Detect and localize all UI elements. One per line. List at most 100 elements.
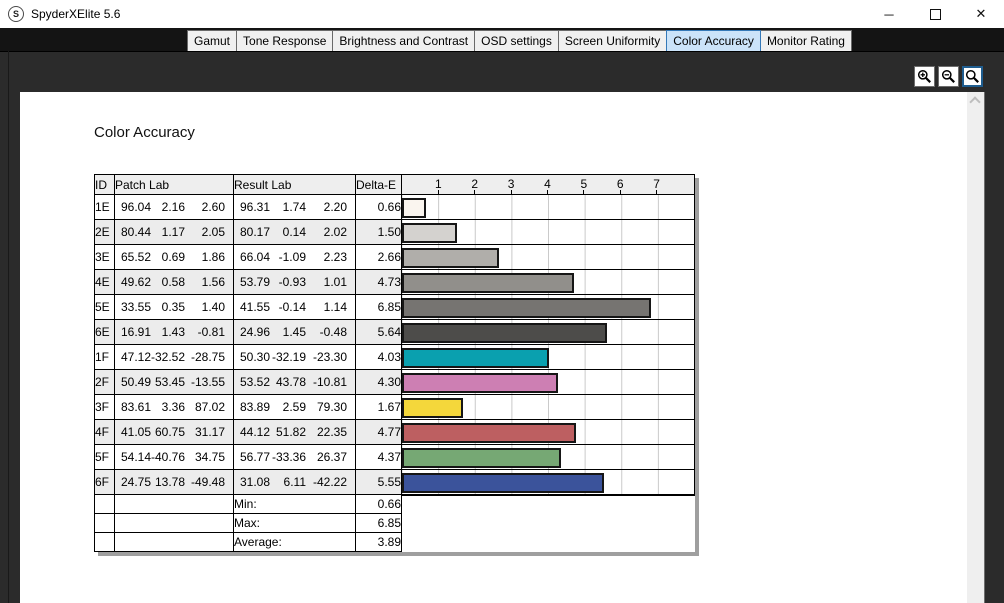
result-a: -0.93 xyxy=(278,275,306,289)
chart-cell xyxy=(401,244,695,270)
table-row: 4F 41.05 60.75 31.17 44.12 51.82 22.35 4.77 xyxy=(94,419,695,445)
result-a: 1.45 xyxy=(282,325,306,339)
patch-lab-values: 54.14-40.76 34.75 xyxy=(114,444,234,470)
maximize-icon xyxy=(929,8,941,20)
axis-tick-label: 2 xyxy=(471,177,479,191)
patch-a: 13.78 xyxy=(154,475,185,489)
patch-id: 1F xyxy=(94,344,115,370)
result-b: 2.02 xyxy=(323,225,347,239)
patch-a: 60.75 xyxy=(154,425,185,439)
table-header: ID Patch Lab Result Lab Delta-E 1 2 3 4 5 6 7 xyxy=(94,174,695,195)
tab-monitor-rating[interactable]: Monitor Rating xyxy=(759,30,852,51)
result-lab-values: 53.79 -0.93 1.01 xyxy=(233,269,356,295)
result-lab-values: 80.17 0.14 2.02 xyxy=(233,219,356,245)
patch-l: 41.05 xyxy=(120,425,151,439)
patch-lab-values: 49.62 0.58 1.56 xyxy=(114,269,234,295)
patch-a: 0.58 xyxy=(161,275,185,289)
axis-tick-label: 1 xyxy=(435,177,442,191)
patch-l: 65.52 xyxy=(120,250,151,264)
result-b: 1.14 xyxy=(323,300,347,314)
patch-id: 2F xyxy=(94,369,115,395)
patch-l: 50.49 xyxy=(120,375,151,389)
patch-b: 87.02 xyxy=(194,400,225,414)
result-lab-values: 56.77 -33.36 26.37 xyxy=(233,444,356,470)
delta-e-value: 0.66 xyxy=(355,194,402,220)
patch-a: 2.16 xyxy=(161,200,185,214)
zoom-out-button[interactable] xyxy=(938,66,959,87)
zoom-toolbar xyxy=(914,66,983,87)
patch-b: -49.48 xyxy=(190,475,225,489)
delta-e-bar xyxy=(402,398,463,418)
result-lab-values: 41.55 -0.14 1.14 xyxy=(233,294,356,320)
result-l: 44.12 xyxy=(239,425,270,439)
axis-tick-mark xyxy=(474,190,476,194)
tab-color-accuracy[interactable]: Color Accuracy xyxy=(666,30,761,51)
table-row: 2E 80.44 1.17 2.05 80.17 0.14 2.02 1.50 xyxy=(94,219,695,245)
zoom-in-button[interactable] xyxy=(914,66,935,87)
patch-lab-values: 33.55 0.35 1.40 xyxy=(114,294,234,320)
axis-tick-label: 5 xyxy=(580,177,588,191)
tab-band: Gamut Tone Response Brightness and Contras… xyxy=(0,28,1004,52)
chart-axis: 1 2 3 4 5 6 7 xyxy=(401,174,695,195)
table-row: 5F 54.14-40.76 34.75 56.77 -33.36 26.37 4.3… xyxy=(94,444,695,470)
result-l: 41.55 xyxy=(239,300,270,314)
patch-l: 49.62 xyxy=(120,275,151,289)
tab-screen-uniformity[interactable]: Screen Uniformity xyxy=(557,30,668,51)
result-a: 2.59 xyxy=(282,400,306,414)
summary-row: Average: 3.89 xyxy=(94,532,695,552)
table-row: 3E 65.52 0.69 1.86 66.04 -1.09 2.23 2.66 xyxy=(94,244,695,270)
result-b: 2.23 xyxy=(323,250,347,264)
delta-e-value: 5.55 xyxy=(355,469,402,495)
tab-brightness-and-contrast[interactable]: Brightness and Contrast xyxy=(332,30,476,51)
patch-id: 3E xyxy=(94,244,115,270)
result-lab-values: 24.96 1.45 -0.48 xyxy=(233,319,356,345)
patch-b: 31.17 xyxy=(194,425,225,439)
delta-e-bar xyxy=(402,223,457,243)
tab-strip: Gamut Tone Response Brightness and Contras… xyxy=(187,30,852,51)
scroll-up-arrow-icon[interactable] xyxy=(969,96,981,108)
summary-chart-blank xyxy=(402,533,695,552)
summary-chart-blank xyxy=(402,495,695,514)
result-b: -10.81 xyxy=(312,375,347,389)
tab-tone-response[interactable]: Tone Response xyxy=(236,30,334,51)
patch-l: 16.91 xyxy=(120,325,151,339)
delta-e-value: 4.77 xyxy=(355,419,402,445)
result-b: 22.35 xyxy=(316,425,347,439)
patch-id: 5E xyxy=(94,294,115,320)
chart-cell xyxy=(401,319,695,345)
header-delta-e: Delta-E xyxy=(355,174,402,195)
result-lab-values: 83.89 2.59 79.30 xyxy=(233,394,356,420)
summary-value: 0.66 xyxy=(355,494,402,514)
vertical-scrollbar[interactable] xyxy=(967,92,984,603)
patch-a: -32.52 xyxy=(151,350,186,364)
patch-lab-values: 47.12-32.52 -28.75 xyxy=(114,344,234,370)
minimize-button[interactable]: ─ xyxy=(884,6,894,22)
summary-value: 6.85 xyxy=(355,513,402,533)
zoom-reset-button[interactable] xyxy=(962,66,983,87)
patch-lab-values: 83.61 3.36 87.02 xyxy=(114,394,234,420)
result-b: 26.37 xyxy=(316,450,347,464)
patch-lab-values: 80.44 1.17 2.05 xyxy=(114,219,234,245)
result-a: -1.09 xyxy=(278,250,306,264)
summary-patch-blank xyxy=(114,532,234,552)
table-row: 1E 96.04 2.16 2.60 96.31 1.74 2.20 0.66 xyxy=(94,194,695,220)
table-row: 5E 33.55 0.35 1.40 41.55 -0.14 1.14 6.85 xyxy=(94,294,695,320)
header-result-lab: Result Lab xyxy=(233,174,356,195)
patch-id: 5F xyxy=(94,444,115,470)
summary-id-blank xyxy=(94,513,115,533)
maximize-button[interactable] xyxy=(912,0,958,28)
chart-cell xyxy=(401,369,695,395)
result-a: 1.74 xyxy=(282,200,306,214)
tab-osd-settings[interactable]: OSD settings xyxy=(474,30,559,51)
chart-cell xyxy=(401,219,695,245)
patch-a: 53.45 xyxy=(154,375,185,389)
patch-id: 3F xyxy=(94,394,115,420)
patch-id: 1E xyxy=(94,194,115,220)
summary-value: 3.89 xyxy=(355,532,402,552)
tab-gamut[interactable]: Gamut xyxy=(187,30,238,51)
chart-cell xyxy=(401,469,695,496)
summary-label: Average: xyxy=(233,532,356,552)
delta-e-bar xyxy=(402,198,426,218)
close-button[interactable]: ✕ xyxy=(975,6,987,21)
patch-l: 80.44 xyxy=(120,225,151,239)
